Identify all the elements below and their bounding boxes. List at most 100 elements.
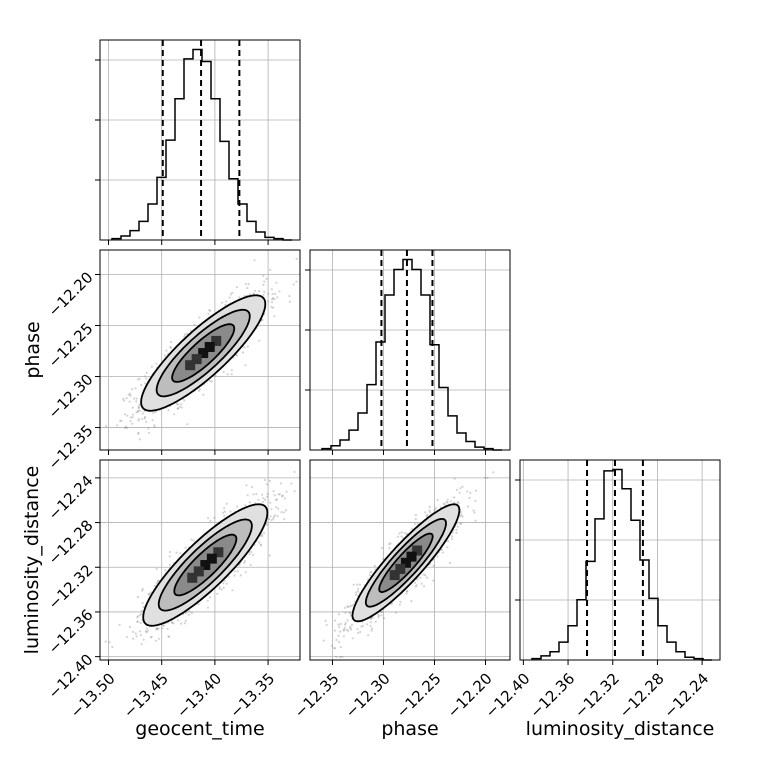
sample-point [131, 406, 134, 409]
sample-point [275, 498, 278, 501]
sample-point [183, 335, 186, 338]
x-tick-label: −12.25 [393, 670, 445, 722]
sample-point [279, 482, 282, 485]
density-cell [395, 563, 406, 574]
sample-point [143, 375, 146, 378]
sample-point [169, 340, 173, 343]
sample-point [269, 501, 272, 504]
sample-point [190, 611, 193, 614]
ylabel-phase: phase [22, 321, 44, 378]
sample-point [155, 362, 158, 365]
sample-point [459, 487, 462, 490]
sample-point [177, 619, 180, 622]
sample-point [239, 574, 242, 577]
sample-point [168, 635, 171, 638]
sample-point [357, 587, 360, 590]
sample-point [124, 426, 127, 430]
sample-point [352, 603, 355, 606]
sample-point [143, 416, 146, 419]
sample-point [222, 582, 225, 585]
sample-point [129, 420, 132, 423]
sample-point [131, 630, 135, 634]
sample-point [344, 623, 347, 626]
sample-point [118, 623, 121, 626]
sample-point [338, 625, 341, 629]
sample-point [447, 540, 450, 543]
sample-point [380, 610, 383, 614]
sample-point [457, 502, 460, 505]
sample-point [119, 419, 122, 422]
sample-point [116, 424, 119, 427]
sample-point [277, 493, 280, 496]
sample-point [198, 388, 201, 391]
sample-point [271, 298, 274, 301]
sample-point [346, 605, 349, 608]
sample-point [330, 644, 334, 648]
sample-point [190, 538, 193, 541]
sample-point [348, 605, 352, 608]
sample-point [177, 407, 180, 410]
density-panel-phase-vs-luminosity-distance [309, 459, 511, 665]
sample-point [425, 576, 428, 579]
sample-point [449, 561, 452, 565]
sample-point [351, 637, 354, 640]
sample-point [419, 576, 422, 579]
sample-point [426, 513, 429, 516]
sample-point [245, 484, 248, 487]
sample-point [347, 605, 350, 609]
sample-point [268, 554, 271, 557]
sample-point [230, 369, 233, 372]
sample-point [125, 397, 128, 400]
sample-point [262, 532, 266, 535]
sample-point [161, 624, 165, 627]
sample-point [405, 590, 409, 593]
sample-point [468, 496, 471, 499]
sample-point [324, 619, 327, 622]
sample-point [216, 592, 219, 595]
sample-point [188, 610, 191, 613]
sample-point [123, 399, 126, 402]
sample-point [246, 345, 249, 348]
sample-point [381, 557, 385, 560]
sample-point [458, 491, 461, 494]
sample-point [400, 531, 403, 534]
density-cell [200, 560, 211, 571]
sample-point [180, 622, 183, 625]
sample-point [155, 627, 158, 630]
sample-point [374, 620, 377, 623]
sample-point [157, 627, 160, 630]
sample-point [455, 531, 458, 535]
sample-point [388, 547, 391, 550]
sample-point [209, 379, 212, 383]
sample-point [122, 397, 125, 400]
sample-point [413, 581, 417, 584]
sample-point [248, 501, 251, 504]
sample-point [128, 392, 132, 395]
sample-point [229, 510, 232, 513]
sample-point [208, 596, 212, 599]
sample-point [273, 494, 276, 497]
sample-point [273, 298, 276, 301]
sample-point [283, 497, 286, 500]
sample-point [136, 620, 139, 623]
sample-point [258, 290, 261, 293]
sample-point [342, 635, 345, 638]
sample-point [147, 427, 150, 430]
sample-point [140, 642, 143, 646]
sample-point [459, 515, 462, 518]
sample-point [246, 286, 249, 290]
sample-point [206, 606, 210, 609]
sample-point [163, 354, 166, 357]
sample-point [168, 555, 171, 558]
sample-point [474, 489, 478, 492]
sample-point [422, 585, 426, 588]
histogram-step-line [111, 48, 292, 241]
sample-point [429, 511, 432, 514]
sample-point [459, 511, 462, 514]
sample-point [183, 399, 186, 402]
sample-point [236, 505, 239, 508]
sample-point [167, 635, 170, 638]
sample-point [157, 579, 160, 582]
sample-point [214, 374, 217, 377]
